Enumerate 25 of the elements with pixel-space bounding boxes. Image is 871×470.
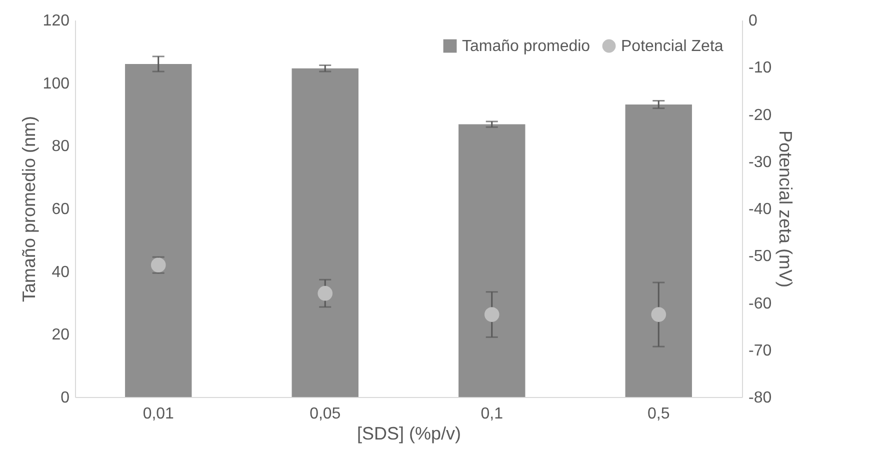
- y2-tick-label: -30: [748, 154, 772, 171]
- y2-tick-label: -10: [748, 60, 772, 77]
- y2-tick-label: -40: [748, 201, 772, 218]
- y-tick-label: 60: [52, 201, 70, 218]
- x-tick-label: 0,5: [648, 406, 670, 422]
- x-tick-label: 0,01: [142, 406, 174, 422]
- y-tick-label: 20: [52, 326, 70, 344]
- x-axis-title: [SDS] (%p/v): [356, 424, 462, 444]
- y-axis-title: Tamaño promedio (nm): [18, 116, 39, 302]
- y2-tick-label: -60: [748, 295, 772, 312]
- x-tick-label: 0,05: [310, 406, 341, 422]
- legend-label: Potencial Zeta: [621, 38, 724, 55]
- y-tick-label: 100: [42, 75, 70, 92]
- y2-tick-label: -20: [748, 106, 772, 124]
- y2-axis-title: Potencial zeta (mV): [776, 130, 796, 288]
- x-tick-label: 0,1: [480, 406, 504, 422]
- y-tick-label: 0: [60, 390, 70, 406]
- y2-tick-label: -50: [748, 248, 772, 266]
- legend-label: Tamaño promedio: [462, 38, 590, 55]
- y-tick-label: 80: [52, 138, 70, 156]
- y2-tick-label: -80: [748, 390, 772, 406]
- y2-tick-label: -70: [748, 342, 772, 360]
- y-tick-label: 40: [52, 264, 70, 281]
- y-tick-label: 120: [42, 12, 70, 30]
- y2-tick-label: 0: [748, 12, 758, 30]
